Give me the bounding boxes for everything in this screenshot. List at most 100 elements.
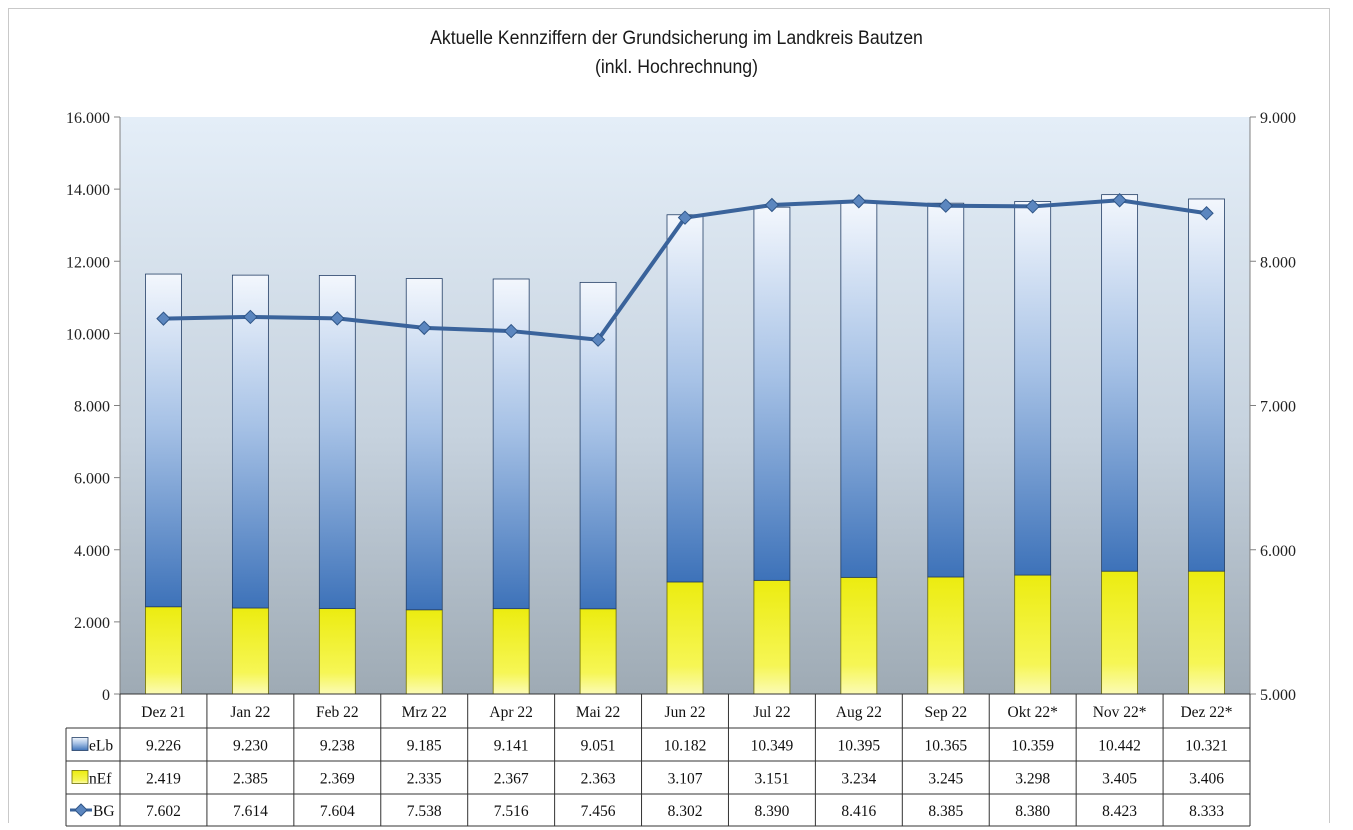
data-cell: 9.051	[581, 738, 616, 755]
bar-nef	[231, 607, 269, 695]
data-cell: 10.359	[1011, 738, 1054, 755]
category-label: Okt 22*	[1008, 704, 1059, 721]
data-cell: 8.302	[668, 803, 703, 820]
chart-frame	[8, 8, 1330, 823]
legend-key-nef	[71, 770, 89, 784]
data-cell: 3.151	[754, 771, 789, 788]
bar-nef	[145, 606, 182, 695]
bar-elb	[666, 214, 704, 583]
data-cell: 9.226	[146, 738, 181, 755]
data-cell: 7.614	[233, 803, 268, 820]
legend-label: eLb	[89, 738, 113, 755]
data-cell: 8.423	[1102, 803, 1137, 820]
data-cell: 10.395	[838, 738, 881, 755]
legend-key-elb	[71, 737, 89, 751]
legend-label: nEf	[89, 771, 112, 788]
category-label: Mrz 22	[402, 704, 447, 721]
point-bg	[677, 210, 693, 225]
data-cell: 9.185	[407, 738, 442, 755]
bar-nef	[1188, 570, 1225, 695]
bar-elb	[927, 202, 965, 578]
point-bg	[503, 323, 519, 339]
data-cell: 9.141	[494, 738, 529, 755]
bar-nef	[579, 608, 617, 695]
data-cell: 7.456	[581, 803, 616, 820]
data-cell: 7.602	[146, 803, 181, 820]
data-cell: 2.367	[494, 771, 529, 788]
category-label: Aug 22	[836, 704, 882, 721]
y-tick-label: 8.000	[74, 399, 110, 416]
point-bg	[156, 311, 171, 326]
bar-elb	[579, 281, 617, 610]
data-cell: 10.182	[664, 738, 707, 755]
point-bg	[938, 198, 953, 213]
category-label: Mai 22	[576, 704, 620, 721]
bar-nef	[753, 579, 791, 695]
data-cell: 8.416	[841, 803, 876, 820]
point-bg	[1199, 206, 1214, 221]
chart-title: Aktuelle Kennziffern der Grundsicherung …	[430, 28, 923, 49]
category-label: Jan 22	[230, 704, 270, 721]
data-cell: 3.234	[841, 771, 876, 788]
category-label: Jul 22	[753, 704, 790, 721]
bar-elb	[231, 274, 269, 609]
data-cell: 10.442	[1098, 738, 1141, 755]
data-cell: 7.604	[320, 803, 355, 820]
point-bg	[417, 320, 432, 336]
chart-title-block: Aktuelle Kennziffern der Grundsicherung …	[47, 24, 1305, 82]
y-tick-label: 4.000	[74, 543, 110, 560]
bar-nef	[318, 608, 356, 695]
bar-elb	[840, 202, 878, 578]
category-label: Jun 22	[665, 704, 706, 721]
y-tick-label: 14.000	[66, 182, 110, 199]
category-label: Nov 22*	[1093, 704, 1147, 721]
point-bg	[1112, 193, 1127, 208]
data-cell: 2.363	[581, 771, 616, 788]
data-cell: 10.349	[751, 738, 794, 755]
bar-nef	[840, 576, 878, 695]
y-tick-label: 10.000	[66, 326, 110, 343]
y-tick-label: 6.000	[74, 471, 110, 488]
bar-nef	[1014, 574, 1052, 695]
bar-elb	[1014, 201, 1052, 576]
data-cell: 3.298	[1015, 771, 1050, 788]
data-cell: 2.335	[407, 771, 442, 788]
bar-elb	[145, 273, 182, 608]
point-bg	[851, 194, 867, 209]
bar-nef	[927, 576, 965, 695]
bar-nef	[1101, 570, 1139, 695]
y2-tick-label: 6.000	[1260, 543, 1296, 560]
y-tick-label: 12.000	[66, 254, 110, 271]
point-bg	[1025, 199, 1040, 214]
y2-tick-label: 8.000	[1260, 254, 1296, 271]
data-cell: 10.365	[924, 738, 967, 755]
bar-elb	[1101, 194, 1139, 572]
data-cell: 9.238	[320, 738, 355, 755]
y2-tick-label: 7.000	[1260, 399, 1296, 416]
data-cell: 3.406	[1189, 771, 1224, 788]
category-label: Dez 21	[141, 704, 185, 721]
data-cell: 8.380	[1015, 803, 1050, 820]
data-cell: 3.107	[668, 771, 703, 788]
legend-label: BG	[93, 803, 115, 820]
y2-tick-label: 9.000	[1260, 110, 1296, 127]
category-label: Dez 22*	[1180, 704, 1232, 721]
point-bg	[330, 311, 345, 326]
bar-elb	[318, 275, 356, 609]
bar-elb	[1188, 198, 1225, 572]
data-cell: 10.321	[1185, 738, 1228, 755]
y2-tick-label: 5.000	[1260, 687, 1296, 704]
data-cell: 7.538	[407, 803, 442, 820]
data-cell: 2.385	[233, 771, 268, 788]
y-tick-label: 0	[102, 687, 110, 704]
data-cell: 3.405	[1102, 771, 1137, 788]
chart-subtitle: (inkl. Hochrechnung)	[594, 57, 759, 78]
category-label: Feb 22	[316, 704, 359, 721]
point-bg	[764, 197, 780, 213]
data-cell: 8.390	[754, 803, 789, 820]
data-cell: 2.419	[146, 771, 181, 788]
bar-nef	[405, 609, 443, 695]
data-cell: 8.333	[1189, 803, 1224, 820]
point-bg	[590, 332, 606, 347]
